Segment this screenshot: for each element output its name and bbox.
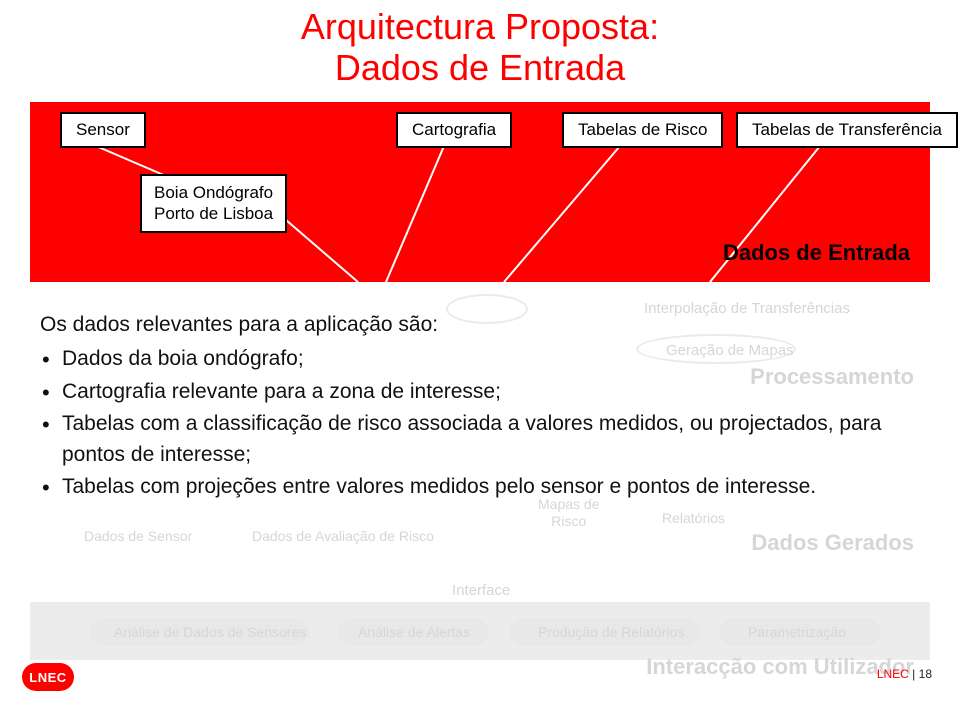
list-item: Cartografia relevante para a zona de int… bbox=[40, 377, 920, 407]
box-tabelas-transferencia: Tabelas de Transferência bbox=[736, 112, 958, 148]
slide: Arquitectura Proposta: Dados de Entrada … bbox=[0, 0, 960, 707]
band-label-dados-entrada: Dados de Entrada bbox=[723, 240, 910, 266]
ghost-pill-1 bbox=[90, 618, 310, 646]
list-item: Tabelas com a classificação de risco ass… bbox=[40, 409, 920, 470]
ghost-relatorios: Relatórios bbox=[662, 510, 725, 526]
ghost-interface: Interface bbox=[452, 582, 510, 599]
box-ondografo-l1: Boia Ondógrafo bbox=[154, 182, 273, 203]
content-intro: Os dados relevantes para a aplicação são… bbox=[40, 310, 920, 340]
ghost-dados-gerados: Dados Gerados bbox=[751, 530, 914, 556]
page-number: LNEC | 18 bbox=[877, 667, 932, 681]
title-block: Arquitectura Proposta: Dados de Entrada bbox=[0, 0, 960, 89]
title-line-2: Dados de Entrada bbox=[0, 47, 960, 88]
page-prefix: LNEC bbox=[877, 667, 909, 681]
ghost-pill-3 bbox=[510, 618, 700, 646]
box-ondografo: Boia Ondógrafo Porto de Lisboa bbox=[140, 174, 287, 233]
ghost-pill-4 bbox=[720, 618, 880, 646]
ghost-dados-sensor: Dados de Sensor bbox=[84, 528, 192, 544]
box-tabelas-risco: Tabelas de Risco bbox=[562, 112, 723, 148]
logo-lnec: LNEC bbox=[22, 663, 74, 691]
page-sep: | bbox=[909, 667, 919, 681]
content-block: Os dados relevantes para a aplicação são… bbox=[40, 310, 920, 505]
page-num: 18 bbox=[919, 667, 932, 681]
list-item: Dados da boia ondógrafo; bbox=[40, 344, 920, 374]
box-ondografo-l2: Porto de Lisboa bbox=[154, 203, 273, 224]
content-list: Dados da boia ondógrafo; Cartografia rel… bbox=[40, 344, 920, 502]
ghost-pill-2 bbox=[338, 618, 488, 646]
ghost-dados-avaliacao: Dados de Avaliação de Risco bbox=[252, 528, 434, 544]
title-line-1: Arquitectura Proposta: bbox=[0, 6, 960, 47]
box-sensor: Sensor bbox=[60, 112, 146, 148]
box-cartografia: Cartografia bbox=[396, 112, 512, 148]
list-item: Tabelas com projeções entre valores medi… bbox=[40, 472, 920, 502]
logo-text: LNEC bbox=[29, 670, 66, 685]
